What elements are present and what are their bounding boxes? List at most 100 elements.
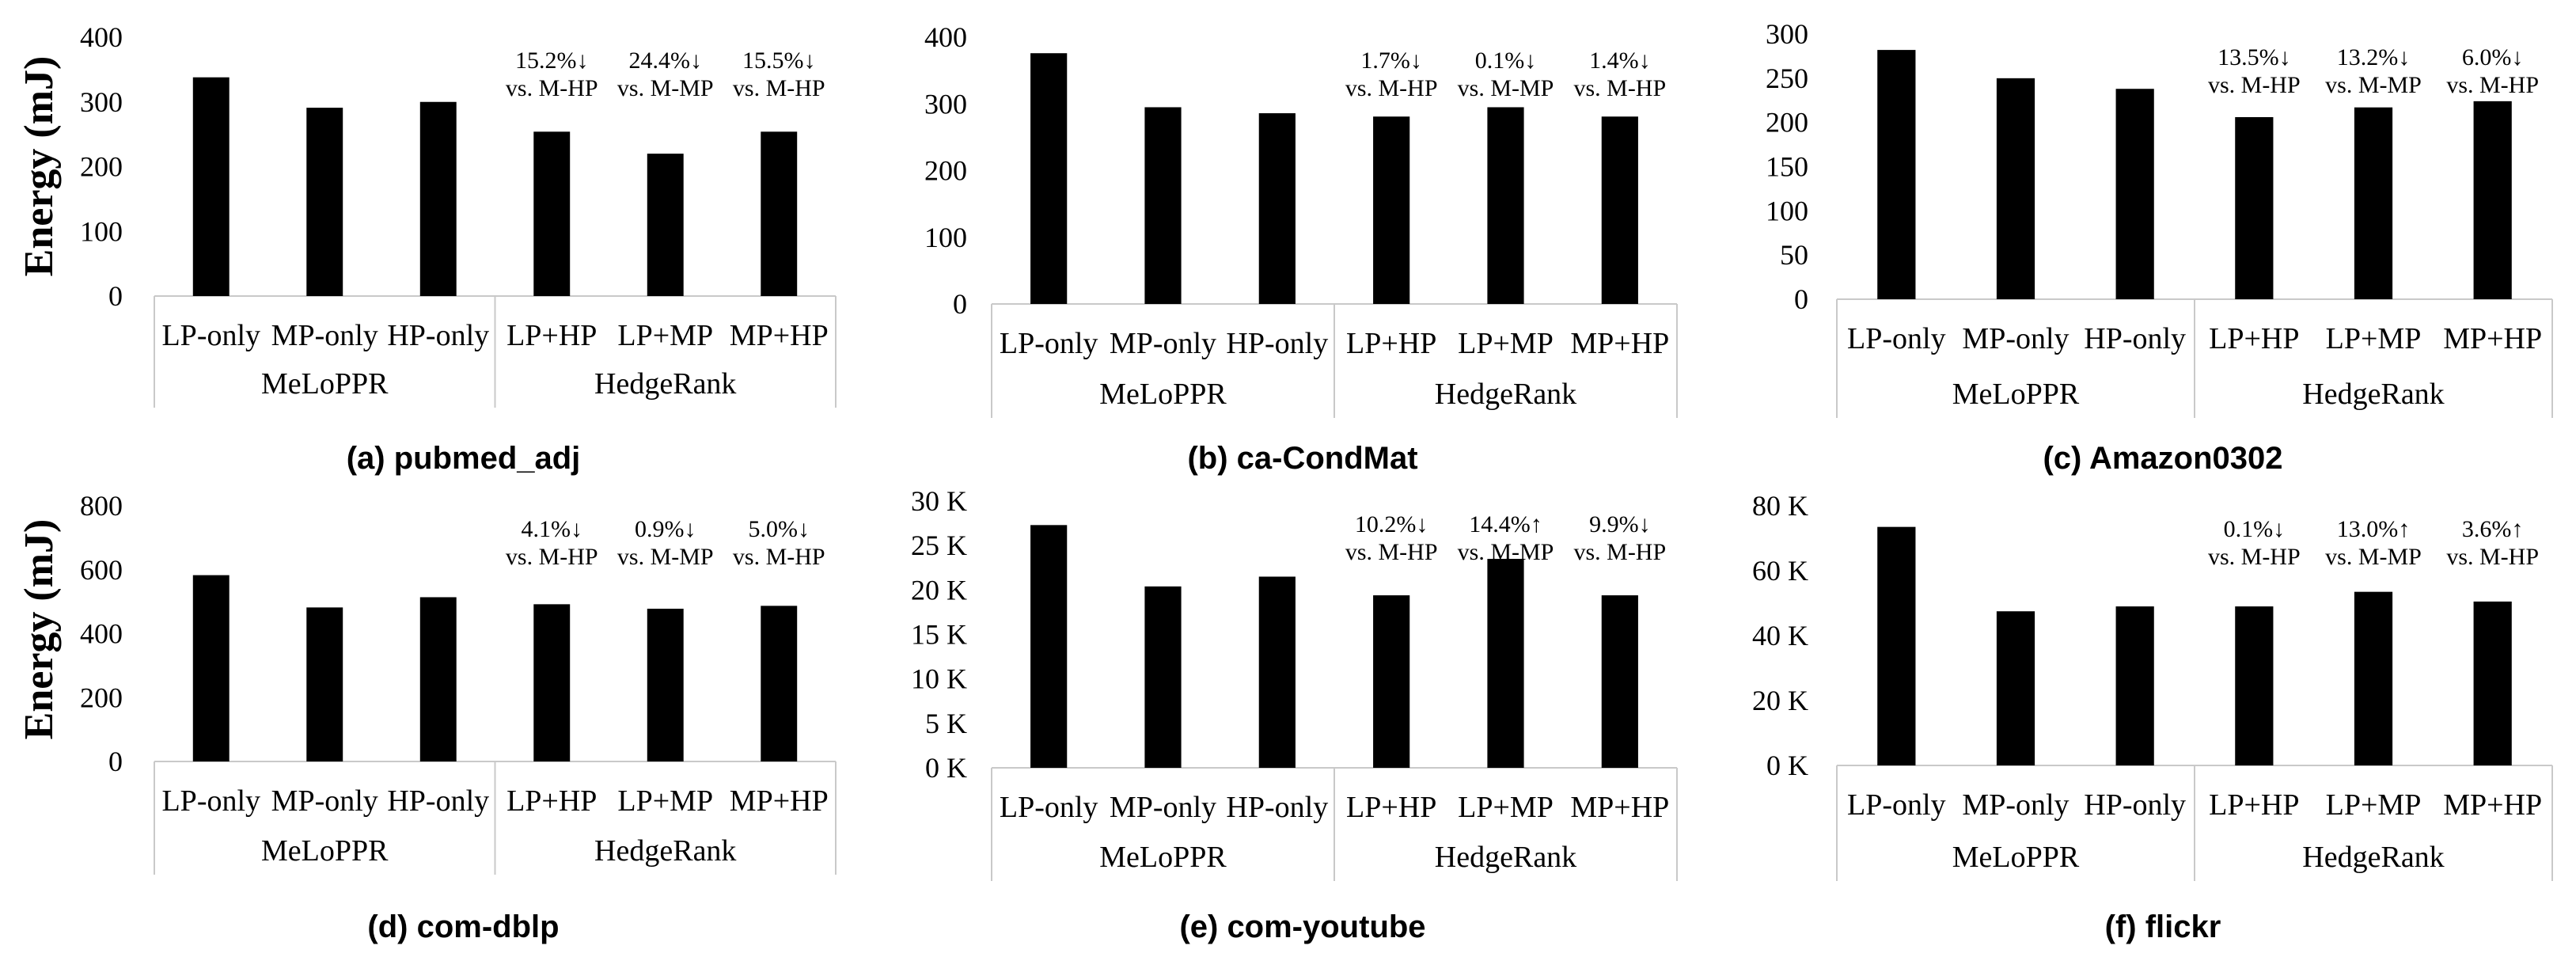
annotation-baseline: vs. M-HP bbox=[2446, 544, 2539, 570]
y-tick-label: 300 bbox=[924, 88, 967, 120]
group-label: MeLoPPR bbox=[1952, 378, 2080, 411]
bar-mp-hp bbox=[2473, 601, 2512, 765]
bar-lp-only bbox=[1877, 50, 1916, 299]
chart-panel-4: 0 200 400 600 800 LP-only MP-only HP-only LP+HP L… bbox=[80, 490, 837, 944]
y-tick-label: 0 bbox=[108, 280, 123, 312]
y-tick-label: 25 K bbox=[911, 530, 967, 561]
y-tick-label: 400 bbox=[924, 21, 967, 53]
bar-lp-hp bbox=[533, 131, 571, 296]
x-tick-label: LP+MP bbox=[2326, 788, 2422, 822]
annotation-baseline: vs. M-MP bbox=[1458, 539, 1554, 565]
annotation-baseline: vs. M-HP bbox=[2208, 544, 2301, 570]
annotation-baseline: vs. M-MP bbox=[2325, 544, 2422, 570]
x-tick-label: MP-only bbox=[271, 319, 378, 352]
chart-panel-5: 0 K 5 K 10 K 15 K 20 K 25 K 30 K LP-only MP-only… bbox=[911, 485, 1678, 944]
y-tick-label: 200 bbox=[924, 155, 967, 187]
annotation-percent: 0.9%↓ bbox=[635, 516, 696, 542]
y-tick-label: 150 bbox=[1766, 151, 1808, 183]
group-label: HedgeRank bbox=[1435, 841, 1576, 874]
annotation-percent: 15.2%↓ bbox=[515, 47, 589, 74]
x-tick-label: LP-only bbox=[1847, 788, 1946, 822]
group-label: MeLoPPR bbox=[1099, 841, 1227, 874]
bar-lp-hp bbox=[2235, 116, 2274, 299]
y-tick-label: 200 bbox=[80, 682, 123, 713]
x-tick-label: HP-only bbox=[387, 319, 489, 352]
annotation-percent: 14.4%↑ bbox=[1469, 511, 1542, 537]
y-tick-label: 600 bbox=[80, 554, 123, 586]
bar-lp-mp bbox=[1487, 107, 1524, 304]
x-tick-label: MP+HP bbox=[730, 784, 829, 818]
y-axis-label-bottom: Energy (mJ) bbox=[17, 519, 62, 740]
y-tick-label: 0 bbox=[953, 288, 967, 320]
annotation-percent: 6.0%↓ bbox=[2462, 44, 2524, 70]
bar-lp-hp bbox=[533, 604, 571, 761]
y-tick-label: 400 bbox=[80, 618, 123, 650]
annotation-percent: 10.2%↓ bbox=[1355, 511, 1428, 537]
bar-lp-mp bbox=[2354, 107, 2393, 299]
chart-caption: (d) com-dblp bbox=[367, 910, 559, 944]
y-tick-label: 20 K bbox=[1752, 685, 1808, 716]
x-tick-label: MP+HP bbox=[1570, 791, 1669, 824]
group-label: HedgeRank bbox=[2302, 841, 2444, 874]
bar-mp-hp bbox=[1601, 116, 1638, 304]
annotation-percent: 9.9%↓ bbox=[1589, 511, 1651, 537]
y-tick-label: 250 bbox=[1766, 63, 1808, 94]
annotation-percent: 24.4%↓ bbox=[629, 47, 703, 74]
y-tick-label: 60 K bbox=[1752, 555, 1808, 587]
y-tick-label: 0 bbox=[1794, 283, 1808, 315]
y-tick-label: 100 bbox=[80, 215, 123, 247]
annotation-baseline: vs. M-MP bbox=[1458, 75, 1554, 101]
annotation-baseline: vs. M-HP bbox=[733, 75, 825, 101]
x-tick-label: LP-only bbox=[161, 319, 260, 352]
group-label: HedgeRank bbox=[594, 834, 736, 868]
bar-mp-hp bbox=[761, 606, 798, 761]
annotation-percent: 5.0%↓ bbox=[749, 516, 810, 542]
bar-mp-only bbox=[1144, 586, 1182, 768]
chart-panel-3: 0 50 100 150 200 250 300 LP-only MP-only HP-only L… bbox=[1766, 18, 2553, 476]
y-tick-label: 100 bbox=[1766, 195, 1808, 226]
annotation-percent: 0.1%↓ bbox=[2224, 516, 2286, 542]
group-label: HedgeRank bbox=[2302, 378, 2444, 411]
bar-hp-only bbox=[1258, 576, 1296, 768]
x-tick-label: LP+MP bbox=[617, 319, 713, 352]
x-tick-label: HP-only bbox=[1226, 791, 1328, 824]
y-tick-label: 80 K bbox=[1752, 490, 1808, 522]
group-label: HedgeRank bbox=[1435, 378, 1576, 411]
x-tick-label: LP+HP bbox=[2209, 788, 2299, 822]
chart-panel-2: 0 100 200 300 400 LP-only MP-only HP-only LP+HP L… bbox=[924, 21, 1678, 476]
bar-mp-only bbox=[1144, 107, 1182, 304]
bar-lp-mp bbox=[2354, 591, 2393, 765]
chart-panel-1: 0 100 200 300 400 LP-only MP-only HP-only LP+HP L… bbox=[80, 21, 837, 476]
bar-hp-only bbox=[2115, 89, 2154, 299]
x-tick-label: MP-only bbox=[1110, 791, 1216, 824]
y-tick-label: 30 K bbox=[911, 485, 967, 517]
y-tick-label: 15 K bbox=[911, 619, 967, 651]
x-tick-label: MP+HP bbox=[730, 319, 829, 352]
bar-lp-only bbox=[192, 77, 230, 296]
bar-lp-only bbox=[1030, 525, 1068, 768]
bar-hp-only bbox=[419, 597, 457, 761]
group-label: MeLoPPR bbox=[261, 367, 389, 401]
x-tick-label: LP+HP bbox=[1346, 327, 1436, 360]
annotation-percent: 13.2%↓ bbox=[2337, 44, 2411, 70]
annotation-baseline: vs. M-MP bbox=[617, 75, 714, 101]
x-tick-label: LP-only bbox=[1847, 322, 1946, 355]
x-tick-label: LP+HP bbox=[1346, 791, 1436, 824]
bar-mp-only bbox=[1996, 78, 2035, 299]
y-tick-label: 0 K bbox=[925, 752, 967, 784]
bar-hp-only bbox=[419, 101, 457, 296]
bar-lp-only bbox=[1877, 526, 1916, 765]
y-tick-label: 5 K bbox=[925, 708, 967, 739]
x-tick-label: LP+MP bbox=[1458, 327, 1554, 360]
annotation-baseline: vs. M-MP bbox=[2325, 72, 2422, 98]
bar-mp-hp bbox=[1601, 595, 1638, 768]
annotation-baseline: vs. M-MP bbox=[617, 544, 714, 570]
bar-mp-hp bbox=[761, 131, 798, 296]
chart-caption: (c) Amazon0302 bbox=[2043, 441, 2282, 476]
y-tick-label: 50 bbox=[1780, 239, 1808, 271]
y-axis-label-top: Energy (mJ) bbox=[17, 56, 62, 277]
x-tick-label: HP-only bbox=[1226, 327, 1328, 360]
bar-mp-only bbox=[1996, 611, 2035, 765]
y-tick-label: 0 K bbox=[1766, 750, 1808, 781]
